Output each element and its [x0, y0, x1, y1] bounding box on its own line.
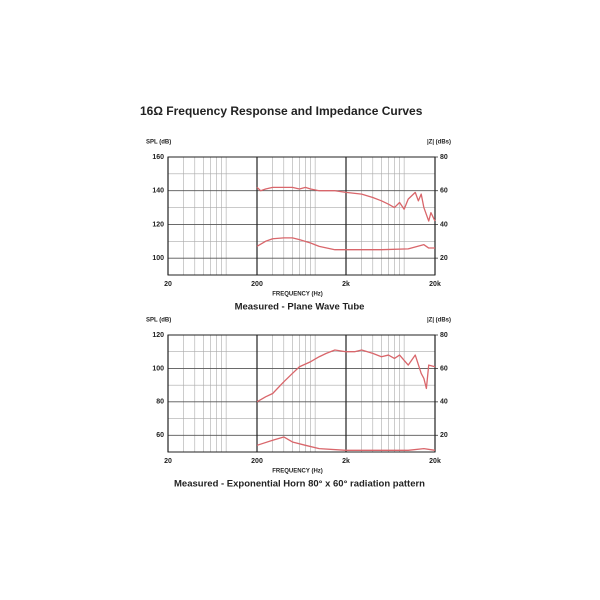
- chart-caption: Measured - Plane Wave Tube: [235, 302, 365, 313]
- y2-tick-label: 40: [440, 221, 448, 228]
- x-tick-label: 20k: [429, 458, 441, 465]
- x-tick-label: 2k: [342, 458, 350, 465]
- y2-tick-label: 80: [440, 154, 448, 161]
- y2-tick-label: 60: [440, 188, 448, 195]
- page-title: 16Ω Frequency Response and Impedance Cur…: [140, 104, 423, 118]
- x-tick-label: 200: [251, 281, 263, 288]
- y-tick-label: 100: [152, 255, 164, 262]
- y2-axis-label: |Z| (dBs): [427, 140, 451, 146]
- y-tick-label: 80: [156, 399, 164, 406]
- y-tick-label: 140: [152, 188, 164, 195]
- series-line: [256, 186, 436, 222]
- y-axis-label: SPL (dB): [146, 318, 171, 324]
- y-tick-label: 160: [152, 154, 164, 161]
- series-line: [256, 349, 436, 403]
- y-tick-label: 120: [152, 221, 164, 228]
- series-line: [256, 237, 435, 251]
- y2-tick-label: 60: [440, 365, 448, 372]
- plot-frame: [167, 156, 436, 276]
- series-line: [256, 436, 436, 451]
- y-tick-label: 100: [152, 365, 164, 372]
- x-tick-label: 20: [164, 281, 172, 288]
- chart-caption: Measured - Exponential Horn 80° x 60° ra…: [174, 479, 425, 490]
- y2-tick-label: 80: [440, 332, 448, 339]
- y2-tick-label: 20: [440, 255, 448, 262]
- x-tick-label: 20: [164, 458, 172, 465]
- x-tick-label: 2k: [342, 281, 350, 288]
- plot-frame: [167, 334, 436, 453]
- y-tick-label: 120: [152, 332, 164, 339]
- x-tick-label: 200: [251, 458, 263, 465]
- x-axis-label: FREQUENCY (Hz): [272, 292, 323, 298]
- y2-tick-label: 40: [440, 399, 448, 406]
- y-tick-label: 60: [156, 432, 164, 439]
- y-axis-label: SPL (dB): [146, 140, 171, 146]
- y2-tick-label: 20: [440, 432, 448, 439]
- x-tick-label: 20k: [429, 281, 441, 288]
- y2-axis-label: |Z| (dBs): [427, 318, 451, 324]
- x-axis-label: FREQUENCY (Hz): [272, 469, 323, 475]
